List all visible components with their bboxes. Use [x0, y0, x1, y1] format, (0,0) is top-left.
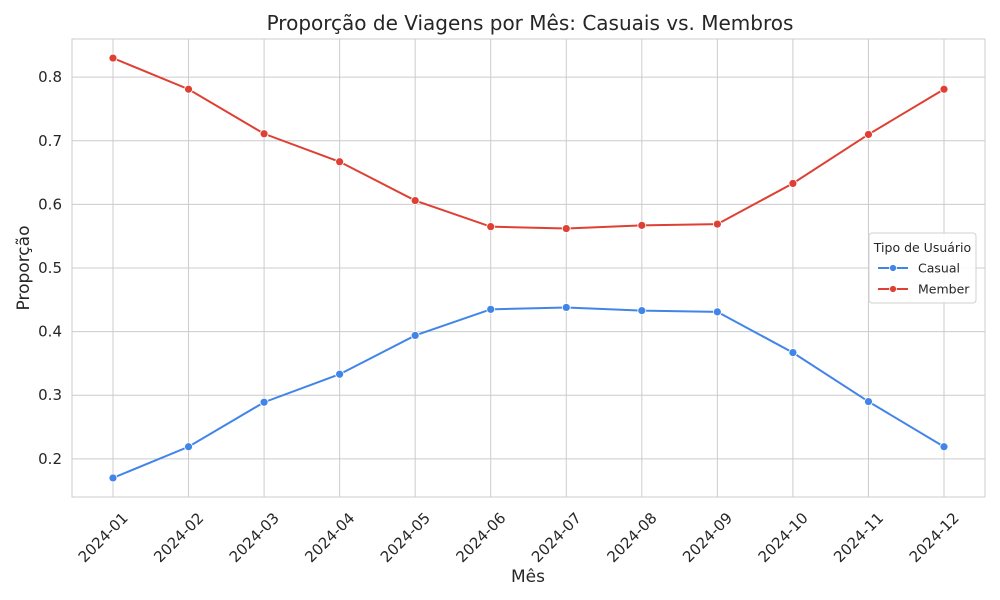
x-tick-label: 2024-04	[301, 509, 358, 566]
legend: Tipo de Usuário Casual Member	[868, 232, 977, 304]
x-tick-label: 2024-01	[75, 509, 132, 566]
data-point	[864, 130, 873, 139]
x-axis-label: Mês	[511, 567, 545, 587]
data-point	[864, 397, 873, 406]
data-point	[108, 473, 118, 483]
x-tick-label: 2024-02	[150, 509, 207, 566]
data-point	[259, 397, 269, 407]
legend-title: Tipo de Usuário	[873, 240, 971, 255]
data-point	[335, 369, 345, 379]
data-point	[637, 306, 647, 316]
data-point	[259, 129, 269, 139]
chart-title: Proporção de Viagens por Mês: Casuais vs…	[267, 11, 794, 35]
x-tick-label: 2024-07	[528, 509, 585, 566]
series-line	[112, 306, 945, 479]
data-point	[108, 53, 118, 63]
x-tick-label: 2024-11	[830, 509, 887, 566]
plot-frame	[71, 38, 986, 498]
legend-label: Casual	[918, 261, 960, 276]
legend-label: Member	[918, 282, 970, 297]
data-point	[788, 348, 798, 358]
data-point	[184, 84, 193, 94]
legend-marker	[889, 285, 897, 293]
x-tick-label: 2024-09	[679, 509, 736, 566]
x-tick-label: 2024-08	[604, 509, 661, 566]
data-point	[486, 304, 496, 314]
x-tick-label: 2024-06	[452, 509, 509, 566]
y-tick-label: 0.8	[38, 68, 62, 86]
data-point	[939, 84, 949, 94]
data-point	[410, 196, 420, 205]
y-tick-label: 0.7	[38, 132, 62, 150]
plot-area: 0.2 0.3 0.4 0.5 0.6 0.7 0.8 2024-01 2024-02 2024-…	[38, 38, 986, 566]
y-tick-label: 0.6	[38, 195, 62, 213]
x-tick-label: 2024-05	[377, 509, 434, 566]
y-tick-label: 0.2	[38, 450, 62, 468]
data-point	[712, 307, 722, 317]
data-point	[561, 224, 571, 233]
data-point	[561, 303, 571, 312]
data-point	[486, 222, 496, 232]
legend-item-member: Member	[878, 282, 970, 297]
legend-box	[868, 232, 977, 304]
series-member	[108, 53, 949, 233]
y-tick-label: 0.4	[38, 323, 62, 341]
series-line	[112, 57, 945, 230]
data-point	[712, 219, 722, 229]
y-tick-label: 0.5	[38, 259, 62, 277]
x-tick-label: 2024-10	[755, 509, 812, 566]
legend-marker	[889, 264, 897, 272]
y-tick-label: 0.3	[38, 386, 62, 404]
data-point	[410, 331, 420, 340]
data-point	[637, 220, 647, 230]
legend-item-casual: Casual	[878, 261, 960, 276]
x-tick-label: 2024-03	[226, 509, 283, 566]
y-axis-label: Proporção	[14, 226, 34, 311]
data-point	[939, 442, 949, 452]
x-tick-label: 2024-12	[906, 509, 963, 566]
data-point	[788, 178, 798, 188]
data-point	[184, 442, 193, 452]
series-casual	[108, 303, 949, 483]
data-point	[335, 157, 345, 167]
